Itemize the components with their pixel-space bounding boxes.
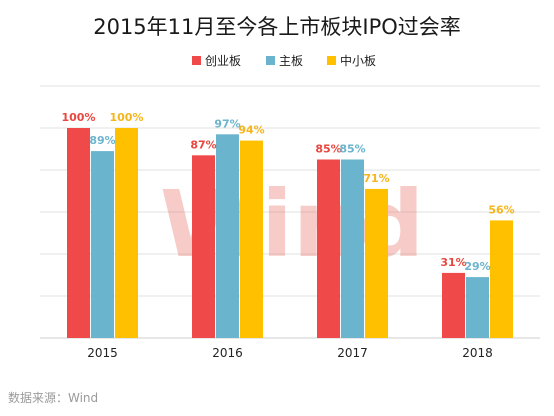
data-label-2018-series-1: 29%	[464, 260, 490, 273]
bar-2017-series-1	[341, 159, 364, 338]
category-label-2015: 2015	[87, 346, 118, 360]
bars	[67, 128, 513, 338]
legend-swatch-series-1	[266, 56, 275, 65]
data-label-2015-series-1: 89%	[89, 134, 115, 147]
data-label-2017-series-1: 85%	[339, 143, 365, 156]
legend-label-series-0: 创业板	[205, 54, 241, 68]
bar-2016-series-2	[240, 140, 263, 338]
data-label-2018-series-2: 56%	[488, 203, 514, 216]
source-note: 数据来源：Wind	[8, 390, 98, 405]
bar-2016-series-1	[216, 134, 239, 338]
data-label-2017-series-2: 71%	[363, 172, 389, 185]
bar-2015-series-0	[67, 128, 90, 338]
bar-2017-series-2	[365, 188, 388, 338]
legend-swatch-series-2	[327, 56, 336, 65]
bar-2015-series-1	[91, 151, 114, 338]
category-axis: 2015 2016 2017 2018	[87, 346, 493, 360]
data-label-2016-series-1: 97%	[214, 117, 240, 130]
legend-label-series-1: 主板	[279, 54, 303, 68]
bar-2016-series-0	[192, 155, 215, 338]
chart-title: 2015年11月至今各上市板块IPO过会率	[93, 15, 461, 39]
legend-swatch-series-0	[192, 56, 201, 65]
data-labels: 100% 89% 100% 87% 97%94% 85%85% 71% 31%29% 56%	[62, 111, 515, 273]
bar-2017-series-0	[317, 159, 340, 338]
data-label-2016-series-2: 94%	[238, 124, 264, 137]
legend: 创业板 主板 中小板	[192, 53, 376, 68]
data-label-2018-series-0: 31%	[440, 256, 466, 269]
bar-2018-series-2	[490, 220, 513, 338]
category-label-2018: 2018	[462, 346, 493, 360]
legend-label-series-2: 中小板	[340, 53, 376, 68]
bar-2018-series-0	[442, 272, 465, 338]
data-label-2015-series-0: 100%	[62, 111, 96, 124]
bar-2015-series-2	[115, 128, 138, 338]
category-label-2017: 2017	[337, 346, 368, 360]
data-label-2015-series-2: 100%	[110, 111, 144, 124]
data-label-2017-series-0: 85%	[315, 143, 341, 156]
data-label-2016-series-0: 87%	[190, 138, 216, 151]
bar-2018-series-1	[466, 277, 489, 338]
category-label-2016: 2016	[212, 346, 243, 360]
